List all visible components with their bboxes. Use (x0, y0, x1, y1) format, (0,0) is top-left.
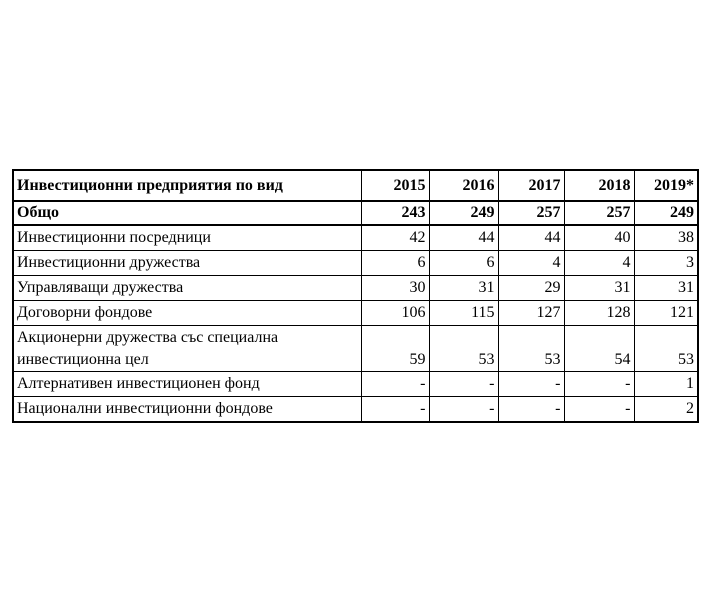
value-cell: 30 (360, 275, 430, 301)
table-row-management-companies: Управляващи дружества 30 31 29 31 31 (12, 275, 699, 301)
row-label-line-2: инвестиционна цел (17, 350, 149, 368)
value-cell: 128 (563, 300, 635, 326)
value-cell: 257 (563, 200, 635, 226)
value-cell: - (428, 396, 499, 423)
value-cell: 29 (497, 275, 565, 301)
row-label-cell: Алтернативен инвестиционен фонд (12, 371, 362, 397)
header-title-cell: Инвестиционни предприятия по вид (12, 169, 362, 202)
table-header-row: Инвестиционни предприятия по вид 2015 20… (12, 169, 699, 202)
table-row-total: Общо 243 249 257 257 249 (12, 200, 699, 226)
value-cell: - (563, 396, 635, 423)
value-cell: 54 (563, 325, 635, 372)
value-cell: 44 (428, 224, 499, 251)
value-cell: 59 (360, 325, 430, 372)
value-cell: 121 (633, 300, 699, 326)
value-cell: 249 (633, 200, 699, 226)
value-cell: 127 (497, 300, 565, 326)
table-row-investment-companies: Инвестиционни дружества 6 6 4 4 3 (12, 250, 699, 276)
value-cell: 257 (497, 200, 565, 226)
table-row-alternative-investment-fund: Алтернативен инвестиционен фонд - - - - … (12, 371, 699, 397)
value-cell: 53 (633, 325, 699, 372)
value-cell: 31 (633, 275, 699, 301)
table-row-special-purpose-joint-stock: Акционерни дружества със специална инвес… (12, 325, 699, 372)
value-cell: - (497, 396, 565, 423)
value-cell: 106 (360, 300, 430, 326)
investment-enterprises-table: Инвестиционни предприятия по вид 2015 20… (12, 169, 699, 423)
row-label-cell: Инвестиционни дружества (12, 250, 362, 276)
year-header-2018: 2018 (563, 169, 635, 202)
row-label-cell: Договорни фондове (12, 300, 362, 326)
year-header-2017: 2017 (497, 169, 565, 202)
value-cell: 42 (360, 224, 430, 251)
value-cell: 44 (497, 224, 565, 251)
value-cell: - (563, 371, 635, 397)
value-cell: 4 (563, 250, 635, 276)
value-cell: 2 (633, 396, 699, 423)
year-header-2019: 2019* (633, 169, 699, 202)
table-row-contractual-funds: Договорни фондове 106 115 127 128 121 (12, 300, 699, 326)
value-cell: 1 (633, 371, 699, 397)
value-cell: 3 (633, 250, 699, 276)
row-label-line-1: Акционерни дружества със специална (17, 328, 279, 346)
value-cell: 53 (497, 325, 565, 372)
value-cell: 249 (428, 200, 499, 226)
value-cell: 243 (360, 200, 430, 226)
year-header-2016: 2016 (428, 169, 499, 202)
year-header-2015: 2015 (360, 169, 430, 202)
value-cell: - (497, 371, 565, 397)
row-label-cell: Акционерни дружества със специална инвес… (12, 325, 362, 372)
value-cell: 38 (633, 224, 699, 251)
value-cell: - (360, 371, 430, 397)
row-label-cell: Общо (12, 200, 362, 226)
value-cell: 4 (497, 250, 565, 276)
value-cell: 115 (428, 300, 499, 326)
value-cell: 53 (428, 325, 499, 372)
row-label-cell: Управляващи дружества (12, 275, 362, 301)
value-cell: - (428, 371, 499, 397)
table-row-national-investment-funds: Национални инвестиционни фондове - - - -… (12, 396, 699, 423)
value-cell: 6 (360, 250, 430, 276)
row-label-cell: Национални инвестиционни фондове (12, 396, 362, 423)
value-cell: 6 (428, 250, 499, 276)
value-cell: 40 (563, 224, 635, 251)
value-cell: - (360, 396, 430, 423)
value-cell: 31 (428, 275, 499, 301)
table-row-investment-intermediaries: Инвестиционни посредници 42 44 44 40 38 (12, 224, 699, 251)
value-cell: 31 (563, 275, 635, 301)
row-label-cell: Инвестиционни посредници (12, 224, 362, 251)
